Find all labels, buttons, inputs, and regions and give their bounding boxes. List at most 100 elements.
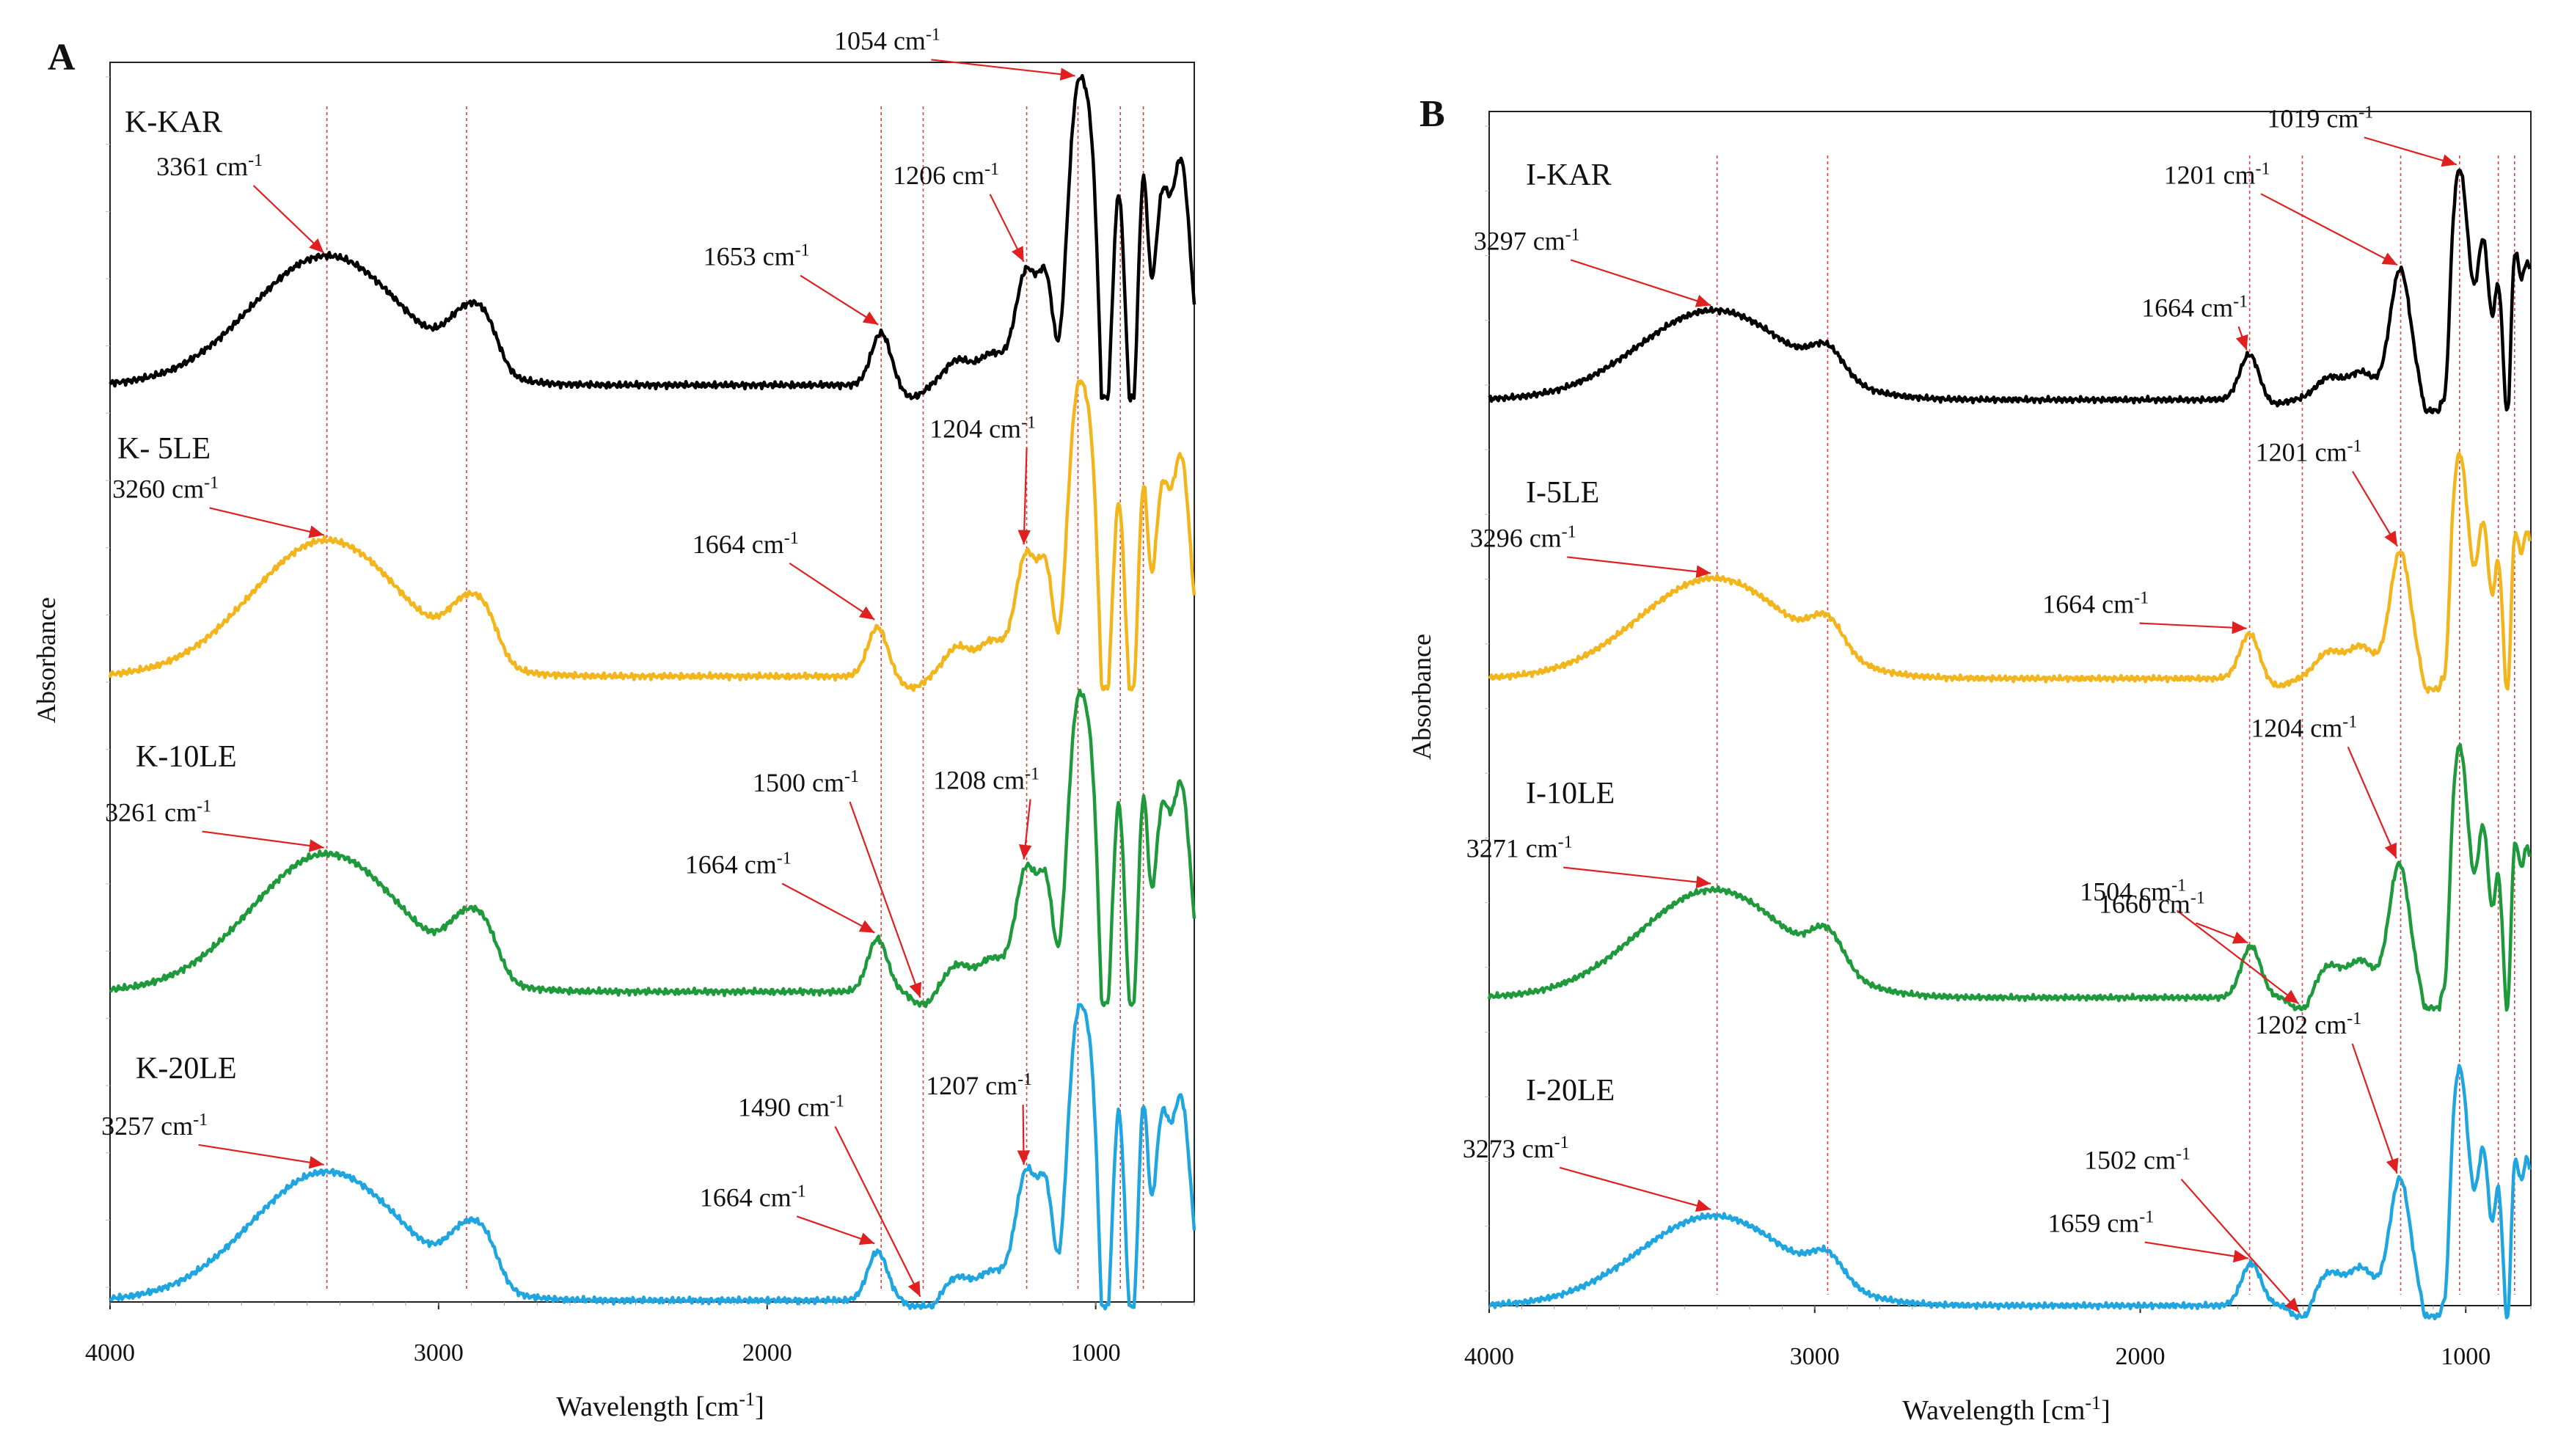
annotation-label: 3273 cm-1 bbox=[1463, 1133, 1569, 1163]
annotation-value: 3361 cm bbox=[156, 152, 248, 181]
x-axis-label: Wavelength [cm-1] bbox=[1902, 1392, 2110, 1427]
annotation-sup: -1 bbox=[1562, 522, 1576, 541]
annotation-arrow bbox=[2195, 922, 2248, 944]
annotation-sup: -1 bbox=[1021, 413, 1036, 432]
annotation-value: 3271 cm bbox=[1466, 834, 1558, 863]
x-tick-label: 1000 bbox=[2441, 1343, 2491, 1370]
x-axis-label-main: Wavelength [cm bbox=[1902, 1395, 2085, 1426]
annotation-sup: -1 bbox=[248, 151, 263, 170]
x-tick-label: 2000 bbox=[2116, 1343, 2166, 1370]
series-label: I-5LE bbox=[1526, 476, 1599, 510]
x-axis-label-tail: ] bbox=[755, 1391, 764, 1422]
annotation-arrow bbox=[1567, 556, 1711, 578]
annotation-value: 1660 cm bbox=[2099, 889, 2190, 918]
annotation-label: 1207 cm-1 bbox=[926, 1070, 1032, 1100]
annotation-label: 1204 cm-1 bbox=[929, 413, 1036, 443]
x-axis-label-sup: -1 bbox=[739, 1389, 755, 1410]
annotation-label: 1490 cm-1 bbox=[738, 1092, 844, 1122]
annotation-arrow bbox=[796, 1215, 875, 1245]
annotation-value: 1500 cm bbox=[753, 768, 844, 797]
annotation-value: 1664 cm bbox=[2042, 590, 2134, 619]
annotation-arrow bbox=[1559, 1166, 1711, 1212]
annotation-sup: -1 bbox=[1554, 1133, 1569, 1152]
annotation-value: 1664 cm bbox=[693, 530, 784, 559]
annotation-value: 3273 cm bbox=[1463, 1134, 1554, 1163]
annotation-arrow bbox=[252, 185, 325, 254]
y-axis-label: Absorbance bbox=[1407, 634, 1436, 760]
annotation-label: 1202 cm-1 bbox=[2255, 1009, 2361, 1039]
annotation-label: 3261 cm-1 bbox=[105, 797, 211, 827]
annotation-value: 1206 cm bbox=[893, 161, 984, 190]
annotation-arrow bbox=[202, 830, 324, 852]
series-line-K-5LE bbox=[108, 379, 1196, 692]
x-tick-label: 3000 bbox=[1790, 1343, 1840, 1370]
panel-label: A bbox=[48, 37, 76, 78]
annotation-label: 1664 cm-1 bbox=[2141, 292, 2248, 322]
annotation-label: 1664 cm-1 bbox=[700, 1182, 806, 1212]
annotation-label: 1659 cm-1 bbox=[2047, 1208, 2154, 1238]
annotation-sup: -1 bbox=[2176, 1145, 2190, 1164]
annotation-arrow bbox=[2347, 746, 2397, 859]
annotation-label: 1664 cm-1 bbox=[685, 849, 792, 879]
annotation-label: 3296 cm-1 bbox=[1470, 522, 1576, 552]
annotation-value: 1490 cm bbox=[738, 1093, 830, 1122]
annotation-value: 1202 cm bbox=[2255, 1010, 2347, 1039]
annotation-sup: -1 bbox=[792, 1182, 806, 1201]
annotation-value: 1664 cm bbox=[685, 850, 777, 879]
annotation-value: 1504 cm bbox=[2080, 877, 2171, 906]
x-tick-label: 4000 bbox=[1464, 1343, 1514, 1370]
annotation-sup: -1 bbox=[844, 767, 859, 786]
annotation-value: 1653 cm bbox=[704, 242, 795, 271]
annotation-label: 1206 cm-1 bbox=[893, 160, 999, 190]
annotation-label: 3271 cm-1 bbox=[1466, 833, 1573, 863]
annotation-sup: -1 bbox=[795, 241, 810, 260]
x-axis-label: Wavelength [cm-1] bbox=[556, 1389, 764, 1423]
annotation-arrow bbox=[2351, 1043, 2399, 1174]
annotation-label: 1054 cm-1 bbox=[834, 25, 940, 55]
annotation-sup: -1 bbox=[204, 473, 219, 492]
annotation-value: 1054 cm bbox=[834, 26, 926, 55]
annotation-arrow bbox=[1017, 1105, 1031, 1166]
annotation-sup: -1 bbox=[2347, 1009, 2361, 1028]
annotation-arrow bbox=[834, 1126, 921, 1298]
annotation-arrow bbox=[931, 59, 1075, 81]
annotation-label: 3257 cm-1 bbox=[101, 1111, 208, 1141]
annotation-arrow bbox=[2139, 621, 2247, 634]
annotation-arrow bbox=[800, 274, 879, 326]
annotation-sup: -1 bbox=[1025, 765, 1039, 784]
series-line-K-10LE bbox=[109, 688, 1196, 1009]
annotation-sup: -1 bbox=[777, 849, 792, 868]
annotation-label: 1653 cm-1 bbox=[704, 241, 810, 271]
annotation-value: 1204 cm bbox=[929, 414, 1021, 443]
annotation-value: 1664 cm bbox=[2141, 293, 2233, 322]
annotation-sup: -1 bbox=[193, 1111, 208, 1130]
annotation-sup: -1 bbox=[1558, 833, 1573, 852]
annotation-value: 3257 cm bbox=[101, 1111, 193, 1141]
annotation-value: 1659 cm bbox=[2047, 1209, 2139, 1238]
annotation-arrow bbox=[1563, 866, 1711, 889]
annotation-arrow bbox=[989, 194, 1025, 263]
annotation-label: 1502 cm-1 bbox=[2084, 1145, 2190, 1175]
annotation-arrow bbox=[209, 507, 324, 538]
annotation-label: 1504 cm-1 bbox=[2080, 876, 2186, 906]
annotation-label: 3361 cm-1 bbox=[156, 151, 263, 181]
annotation-arrow bbox=[789, 562, 875, 621]
annotation-label: 3297 cm-1 bbox=[1474, 225, 1580, 255]
annotation-sup: -1 bbox=[2358, 103, 2373, 122]
series-line-I-20LE bbox=[1488, 1064, 2532, 1321]
annotation-arrow bbox=[1017, 447, 1031, 545]
series-line-I-KAR bbox=[1488, 168, 2532, 414]
annotation-arrow bbox=[2176, 910, 2300, 1005]
annotation-sup: -1 bbox=[926, 25, 940, 44]
series-label: K- 5LE bbox=[117, 432, 211, 466]
y-axis-label: Absorbance bbox=[32, 597, 61, 723]
series-label: K-KAR bbox=[125, 106, 222, 139]
annotation-sup: -1 bbox=[197, 797, 211, 816]
annotation-arrow bbox=[781, 882, 875, 934]
annotation-label: 1201 cm-1 bbox=[2256, 437, 2362, 467]
annotation-sup: -1 bbox=[784, 529, 799, 548]
series-label: I-20LE bbox=[1526, 1074, 1615, 1108]
annotation-sup: -1 bbox=[2139, 1208, 2154, 1227]
annotation-label: 1201 cm-1 bbox=[2164, 159, 2270, 189]
